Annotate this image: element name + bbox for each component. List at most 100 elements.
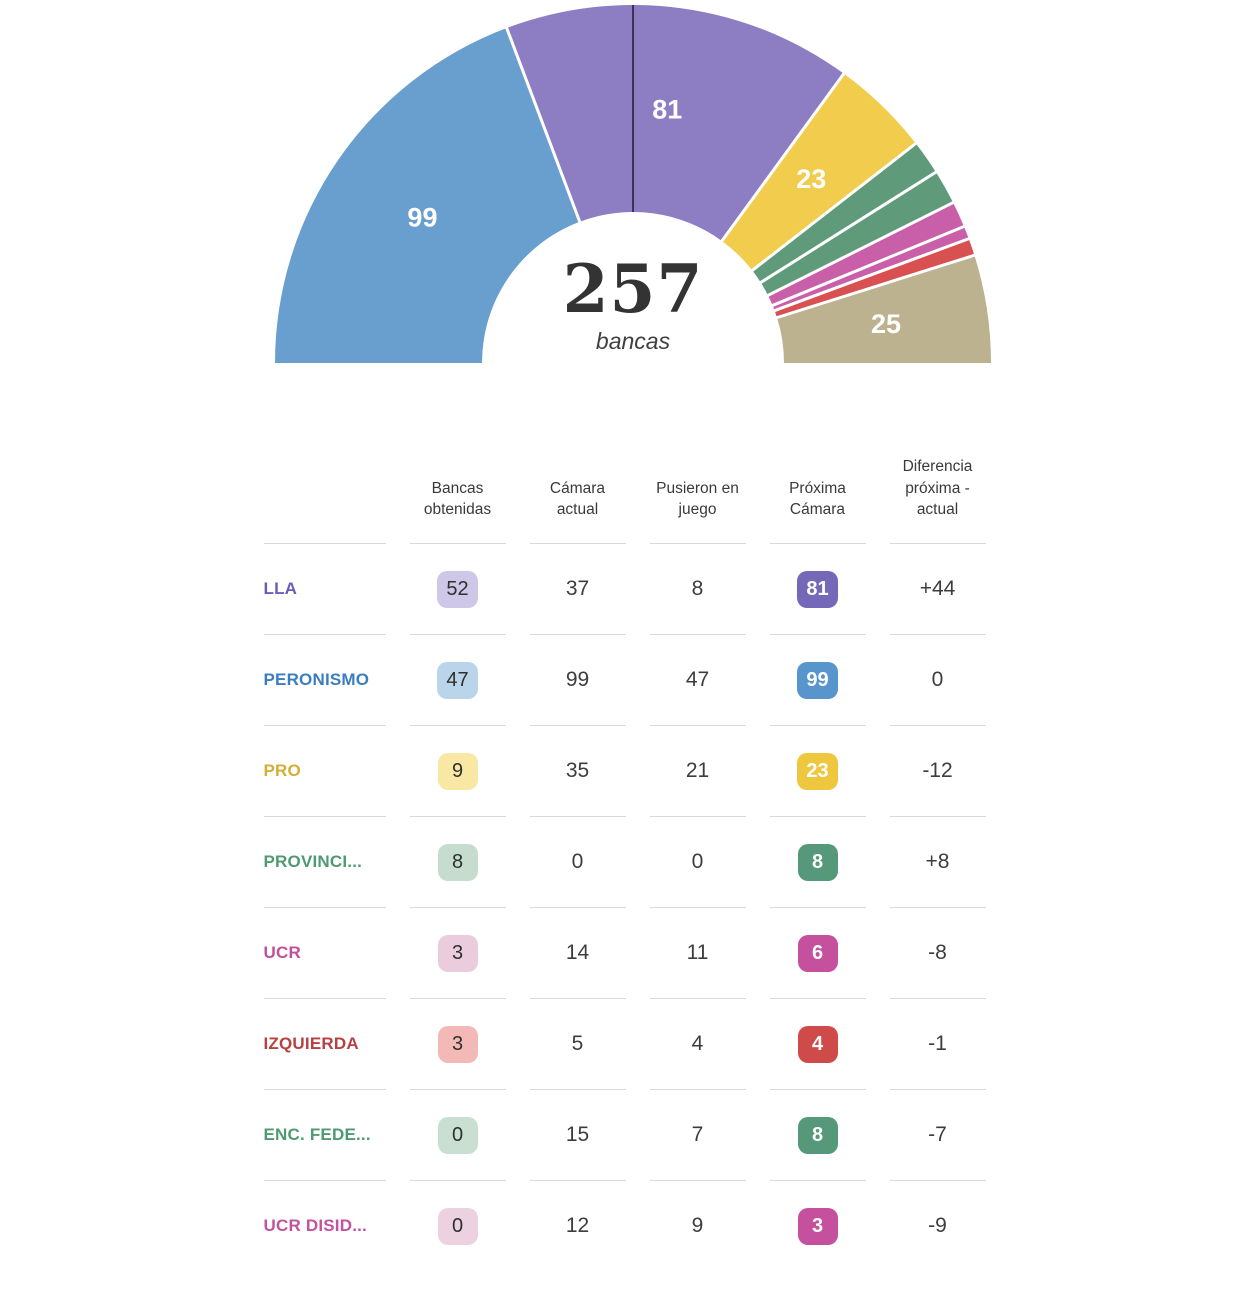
diff-value: -7 (928, 1123, 947, 1147)
proxima-camara-cell: 6 (769, 907, 866, 998)
party-cell: UCR DISID... (263, 1180, 386, 1271)
diferencia-cell: -12 (889, 725, 986, 816)
party-cell: IZQUIERDA (263, 998, 386, 1089)
party-cell: PRO (263, 725, 386, 816)
hemicycle-chart: 99 81 23 25 257 bancas (0, 0, 1249, 372)
diferencia-cell: -7 (889, 1089, 986, 1180)
chart-segment-ucr (767, 202, 964, 306)
pusieron-en-juego-cell: 4 (649, 998, 746, 1089)
chart-segment-provincias (752, 143, 936, 283)
chart-segment-label-pro: 23 (796, 164, 826, 194)
obtained-badge: 52 (437, 570, 478, 608)
bancas-obtenidas-cell: 8 (409, 816, 506, 907)
table-row: LLA 52 37 8 81 +44 (263, 543, 986, 634)
pusieron-en-juego-cell: 9 (649, 1180, 746, 1271)
chart-segment-label-lla: 81 (652, 94, 682, 124)
proxima-badge: 81 (797, 570, 838, 608)
header-proxima-camara: Próxima Cámara (789, 479, 846, 519)
chart-segment-otros (777, 255, 991, 363)
obtained-badge: 9 (437, 752, 478, 790)
segment-divider (773, 236, 971, 313)
table-body: LLA 52 37 8 81 +44 PERONISMO 47 (263, 543, 986, 1271)
bancas-obtenidas-cell: 0 (409, 1180, 506, 1271)
party-name: PROVINCI... (263, 852, 363, 872)
proxima-camara-cell: 8 (769, 816, 866, 907)
camara-actual-cell: 14 (529, 907, 626, 998)
bancas-obtenidas-cell: 9 (409, 725, 506, 816)
pusieron-value: 0 (691, 850, 704, 874)
diff-value: +8 (925, 850, 950, 874)
segment-divider (750, 141, 918, 273)
table-row: UCR DISID... 0 12 9 3 -9 (263, 1180, 986, 1271)
proxima-badge: 23 (797, 752, 838, 790)
bancas-obtenidas-cell: 3 (409, 907, 506, 998)
pusieron-en-juego-cell: 8 (649, 543, 746, 634)
party-name: UCR DISID... (263, 1216, 367, 1236)
diferencia-cell: -1 (889, 998, 986, 1089)
pusieron-en-juego-cell: 21 (649, 725, 746, 816)
proxima-badge: 99 (797, 661, 838, 699)
camara-actual-cell: 37 (529, 543, 626, 634)
proxima-camara-cell: 99 (769, 634, 866, 725)
pusieron-value: 9 (691, 1214, 704, 1238)
camara-actual-value: 5 (571, 1032, 584, 1056)
obtained-badge: 47 (437, 661, 478, 699)
results-table: Bancas obtenidas Cámara actual Pusieron … (263, 456, 986, 1271)
camara-actual-value: 99 (565, 668, 590, 692)
pusieron-en-juego-cell: 11 (649, 907, 746, 998)
chart-segment-pro (721, 73, 916, 271)
chart-segment-izquierda (774, 238, 975, 318)
party-cell: ENC. FEDE... (263, 1089, 386, 1180)
camara-actual-value: 35 (565, 759, 590, 783)
pusieron-en-juego-cell: 0 (649, 816, 746, 907)
party-name: PRO (263, 761, 301, 781)
camara-actual-cell: 5 (529, 998, 626, 1089)
pusieron-value: 8 (691, 577, 704, 601)
proxima-badge: 4 (797, 1025, 838, 1063)
obtained-badge: 0 (437, 1207, 478, 1245)
proxima-badge: 8 (797, 1116, 838, 1154)
camara-actual-cell: 35 (529, 725, 626, 816)
diferencia-cell: +8 (889, 816, 986, 907)
obtained-badge: 8 (437, 843, 478, 881)
obtained-badge: 0 (437, 1116, 478, 1154)
camara-actual-cell: 15 (529, 1089, 626, 1180)
proxima-badge: 8 (797, 843, 838, 881)
header-bancas-obtenidas: Bancas obtenidas (423, 479, 492, 519)
party-name: PERONISMO (263, 670, 370, 690)
bancas-obtenidas-cell: 52 (409, 543, 506, 634)
diff-value: -12 (922, 759, 953, 783)
table-row: PRO 9 35 21 23 -12 (263, 725, 986, 816)
diferencia-cell: -8 (889, 907, 986, 998)
party-name: UCR (263, 943, 301, 963)
segment-divider (775, 253, 976, 320)
chart-segment-label-otros: 25 (871, 309, 901, 339)
pusieron-value: 7 (691, 1123, 704, 1147)
table-row: ENC. FEDE... 0 15 7 8 -7 (263, 1089, 986, 1180)
camara-actual-cell: 12 (529, 1180, 626, 1271)
diferencia-cell: +44 (889, 543, 986, 634)
diff-value: -1 (928, 1032, 947, 1056)
camara-actual-value: 0 (571, 850, 584, 874)
camara-actual-cell: 99 (529, 634, 626, 725)
pusieron-value: 21 (685, 759, 710, 783)
proxima-badge: 3 (797, 1207, 838, 1245)
table-header-row: Bancas obtenidas Cámara actual Pusieron … (264, 456, 986, 543)
diferencia-cell: 0 (889, 634, 986, 725)
diff-value: 0 (931, 668, 944, 692)
header-pusieron-en-juego: Pusieron en juego (656, 479, 739, 519)
pusieron-value: 47 (685, 668, 710, 692)
hemicycle-svg: 99 81 23 25 (275, 5, 991, 364)
proxima-camara-cell: 8 (769, 1089, 866, 1180)
bancas-obtenidas-cell: 47 (409, 634, 506, 725)
obtained-badge: 3 (437, 934, 478, 972)
header-camara-actual: Cámara actual (549, 479, 606, 519)
header-diferencia: Diferencia próxima - actual (902, 458, 973, 519)
chart-segment-ucr-disidente (772, 226, 969, 311)
chart-segment-enc-federal (760, 172, 954, 296)
pusieron-en-juego-cell: 47 (649, 634, 746, 725)
diferencia-cell: -9 (889, 1180, 986, 1271)
proxima-camara-cell: 4 (769, 998, 866, 1089)
proxima-camara-cell: 81 (769, 543, 866, 634)
